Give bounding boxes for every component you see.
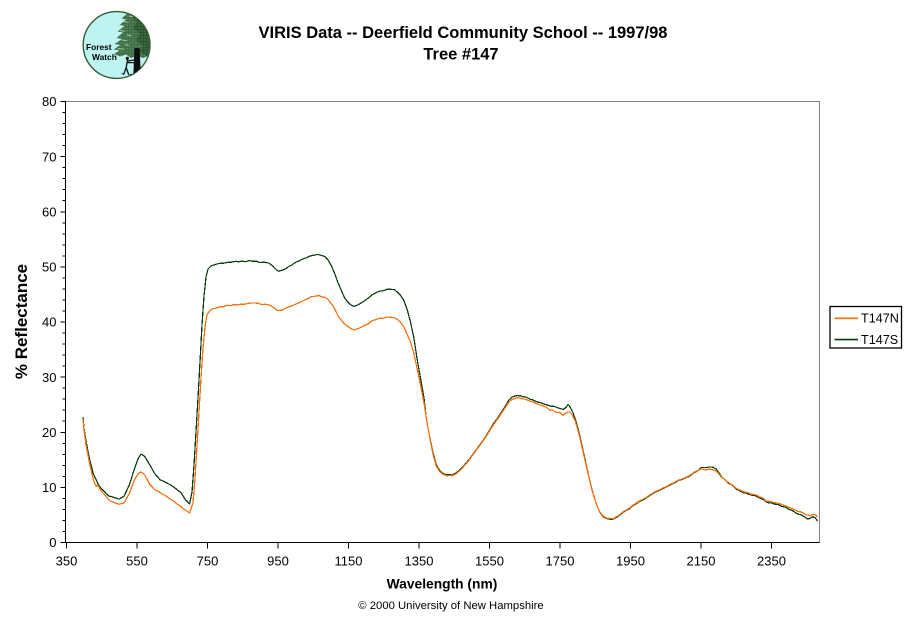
svg-text:20: 20 [42,425,56,440]
svg-text:1150: 1150 [335,554,363,569]
svg-text:Watch: Watch [92,52,117,62]
svg-text:40: 40 [42,315,56,330]
svg-text:350: 350 [56,554,78,569]
svg-text:60: 60 [42,204,56,219]
svg-text:Tree #147: Tree #147 [423,46,498,64]
svg-text:1950: 1950 [616,554,645,569]
svg-text:0: 0 [49,535,56,550]
svg-text:% Reflectance: % Reflectance [12,264,31,379]
svg-text:70: 70 [42,149,56,164]
svg-text:30: 30 [42,370,56,385]
svg-text:© 2000 University of New Hamps: © 2000 University of New Hampshire [358,600,543,612]
svg-text:10: 10 [42,480,56,495]
svg-text:VIRIS Data -- Deerfield Commun: VIRIS Data -- Deerfield Community School… [259,24,668,42]
svg-text:750: 750 [197,554,219,569]
svg-text:T147N: T147N [861,312,899,326]
svg-text:T147S: T147S [861,333,898,347]
svg-text:950: 950 [267,554,289,569]
svg-text:1550: 1550 [475,554,504,569]
svg-text:Forest: Forest [86,42,112,52]
svg-text:550: 550 [126,554,148,569]
svg-text:Wavelength (nm): Wavelength (nm) [387,577,498,592]
svg-text:1350: 1350 [405,554,434,569]
svg-text:50: 50 [42,260,56,275]
svg-text:80: 80 [42,94,56,109]
svg-text:2350: 2350 [757,554,786,569]
svg-text:2150: 2150 [687,554,716,569]
svg-text:1750: 1750 [546,554,575,569]
